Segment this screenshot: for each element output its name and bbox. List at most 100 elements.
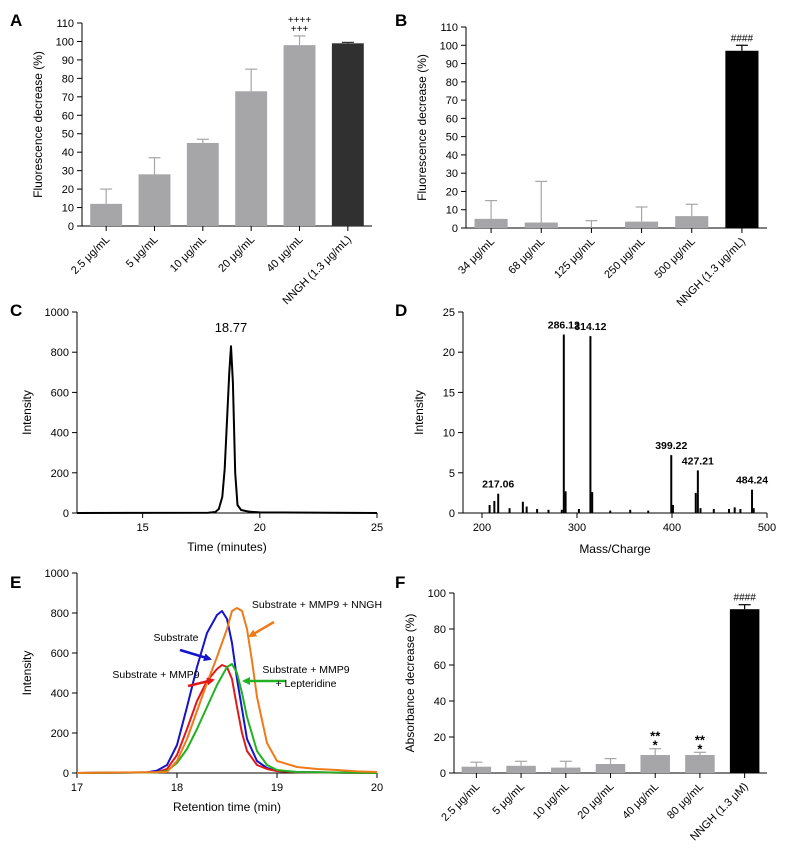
panel-c-y-tick-label: 800 xyxy=(51,347,69,359)
panel-e-y-axis-title: Intensity xyxy=(20,651,34,696)
panel-a-x-tick-label: 10 μg/mL xyxy=(168,234,209,275)
panel-f-significance-label: ** xyxy=(695,732,706,747)
panel-e-series-label: + Lepteridine xyxy=(275,678,336,690)
panel-a-x-tick-label: 2.5 μg/mL xyxy=(69,234,112,277)
panel-b-x-tick-label: 68 μg/mL xyxy=(506,236,547,277)
panel-d-peak-label: 484.24 xyxy=(736,475,768,487)
panel-b-y-tick-label: 100 xyxy=(440,40,458,52)
panel-e-x-tick-label: 18 xyxy=(171,782,183,794)
panel-a-y-tick-label: 90 xyxy=(62,55,74,67)
panel-c-y-axis-title: Intensity xyxy=(20,390,34,435)
panel-d-peak-label: 399.22 xyxy=(655,440,687,452)
panel-c-y-tick-label: 0 xyxy=(63,508,69,520)
panel-c-y-tick-label: 1000 xyxy=(45,307,69,319)
panel-e-arrow xyxy=(187,677,215,688)
panel-f-x-tick-label: 10 μg/mL xyxy=(531,781,572,822)
panel-c-series-line xyxy=(76,345,378,514)
panel-c: C 0 200 400 600 800 1000 Intensity 15 20 25 Time (m… xyxy=(10,301,383,554)
panel-b-bar xyxy=(625,221,659,228)
panel-f-bar xyxy=(595,764,626,773)
panel-a: A 0 10 20 30 40 50 60 70 80 90 100 110 Fluorescence d… xyxy=(10,11,372,307)
panel-c-y-tick-label: 200 xyxy=(51,468,69,480)
panel-e-y-tick-label: 600 xyxy=(51,648,69,660)
panel-a-bar xyxy=(331,43,364,226)
panel-a-y-tick-label: 0 xyxy=(68,221,74,233)
panel-a-y-tick-label: 50 xyxy=(62,129,74,141)
panel-b-x-tick-label: 34 μg/mL xyxy=(456,236,497,277)
panel-e-series-label: Substrate + MMP9 + NNGH xyxy=(252,599,382,611)
panel-c-x-axis-title: Time (minutes) xyxy=(187,540,267,554)
panel-b-bar xyxy=(474,218,508,228)
panel-e-series-label: Substrate xyxy=(154,632,199,644)
panel-e-x-axis-title: Retention time (min) xyxy=(173,800,281,814)
panel-a-significance-label: ++++ xyxy=(288,15,312,26)
panel-b-x-tick-label: 125 μg/mL xyxy=(552,236,597,281)
panel-f-x-tick-label: 2.5 μg/mL xyxy=(439,781,482,824)
panel-d-peak-label: 286.12 xyxy=(548,320,580,332)
panel-f: F 0 20 40 60 80 100 Absorbance decrease (%) 2.5 … xyxy=(395,573,767,843)
panel-f-y-tick-label: 80 xyxy=(434,624,446,636)
panel-f-x-tick-label: 80 μg/mL xyxy=(665,781,706,822)
panel-e-x-tick-label: 17 xyxy=(71,782,83,794)
panel-b-bar xyxy=(675,216,709,228)
panel-d-peak-label: 217.06 xyxy=(482,479,514,491)
panel-f-bar xyxy=(685,755,715,773)
panel-f-significance-label: * xyxy=(653,738,659,753)
panel-a-y-tick-label: 70 xyxy=(62,92,74,104)
panel-f-bar xyxy=(506,765,536,773)
panel-b-y-tick-label: 90 xyxy=(446,59,458,71)
panel-b-letter: B xyxy=(395,11,407,30)
panel-e-series-line xyxy=(76,663,378,774)
panel-f-x-tick-label: 5 μg/mL xyxy=(490,781,527,818)
panel-a-y-tick-label: 10 xyxy=(62,203,74,215)
panel-b-y-tick-label: 50 xyxy=(446,132,458,144)
panel-d-y-tick-label: 25 xyxy=(443,307,455,319)
panel-a-y-tick-label: 100 xyxy=(56,36,74,48)
panel-e-series-line xyxy=(76,607,378,774)
panel-c-x-tick-label: 25 xyxy=(371,522,383,534)
panel-b-y-tick-label: 0 xyxy=(452,223,458,235)
panel-f-x-tick-label: 40 μg/mL xyxy=(620,781,661,822)
panel-b: B 0 10 20 30 40 50 60 70 80 90 100 110 Fluorescence d… xyxy=(395,11,767,309)
panel-e: E 0 200 400 600 800 1000 Intensity 17 18 19 20 Reten… xyxy=(10,568,383,814)
panel-f-significance-label: ** xyxy=(650,729,661,744)
panel-a-y-axis-title: Fluorescence decrease (%) xyxy=(31,51,45,198)
panel-b-y-tick-label: 40 xyxy=(446,150,458,162)
panel-d-y-axis-title: Intensity xyxy=(412,390,426,435)
panel-f-y-tick-label: 100 xyxy=(428,588,446,600)
panel-b-significance-label: #### xyxy=(731,33,754,44)
panel-e-arrow xyxy=(179,648,212,662)
panel-c-y-tick-label: 600 xyxy=(51,387,69,399)
panel-b-y-tick-label: 60 xyxy=(446,113,458,125)
panel-e-y-tick-label: 800 xyxy=(51,608,69,620)
panel-f-bar xyxy=(461,766,492,773)
panel-f-y-tick-label: 0 xyxy=(440,768,446,780)
panel-a-significance-label: +++ xyxy=(291,24,309,35)
panel-a-bar xyxy=(283,45,316,227)
panel-a-x-tick-label: 40 μg/mL xyxy=(265,234,306,275)
panel-f-y-axis-title: Absorbance decrease (%) xyxy=(403,614,417,753)
panel-d-y-tick-label: 5 xyxy=(449,468,455,480)
panel-c-x-tick-label: 15 xyxy=(137,522,149,534)
panel-f-bar xyxy=(729,609,760,773)
panel-a-y-tick-label: 60 xyxy=(62,110,74,122)
panel-d-letter: D xyxy=(395,301,407,320)
panel-e-series-label: Substrate + MMP9 xyxy=(262,664,349,676)
panel-e-x-tick-label: 20 xyxy=(371,782,383,794)
panel-e-arrow xyxy=(248,620,275,638)
panel-e-y-tick-label: 400 xyxy=(51,688,69,700)
panel-f-bar xyxy=(640,755,670,773)
panel-b-bar xyxy=(524,222,558,228)
panel-d-y-tick-label: 20 xyxy=(443,347,455,359)
panel-d-x-tick-label: 200 xyxy=(473,522,491,534)
panel-e-y-tick-label: 200 xyxy=(51,728,69,740)
panel-d-peak-label: 427.21 xyxy=(682,455,714,467)
panel-b-bar xyxy=(725,50,759,228)
panel-f-significance-label: * xyxy=(697,741,703,756)
panel-b-y-tick-label: 70 xyxy=(446,95,458,107)
panel-b-y-axis-title: Fluorescence decrease (%) xyxy=(415,54,429,201)
panel-d: D 0 5 10 15 20 25 Intensity 200 300 400 500 Mass/Cha… xyxy=(395,301,776,556)
panel-f-y-tick-label: 60 xyxy=(434,660,446,672)
panel-f-y-tick-label: 40 xyxy=(434,696,446,708)
